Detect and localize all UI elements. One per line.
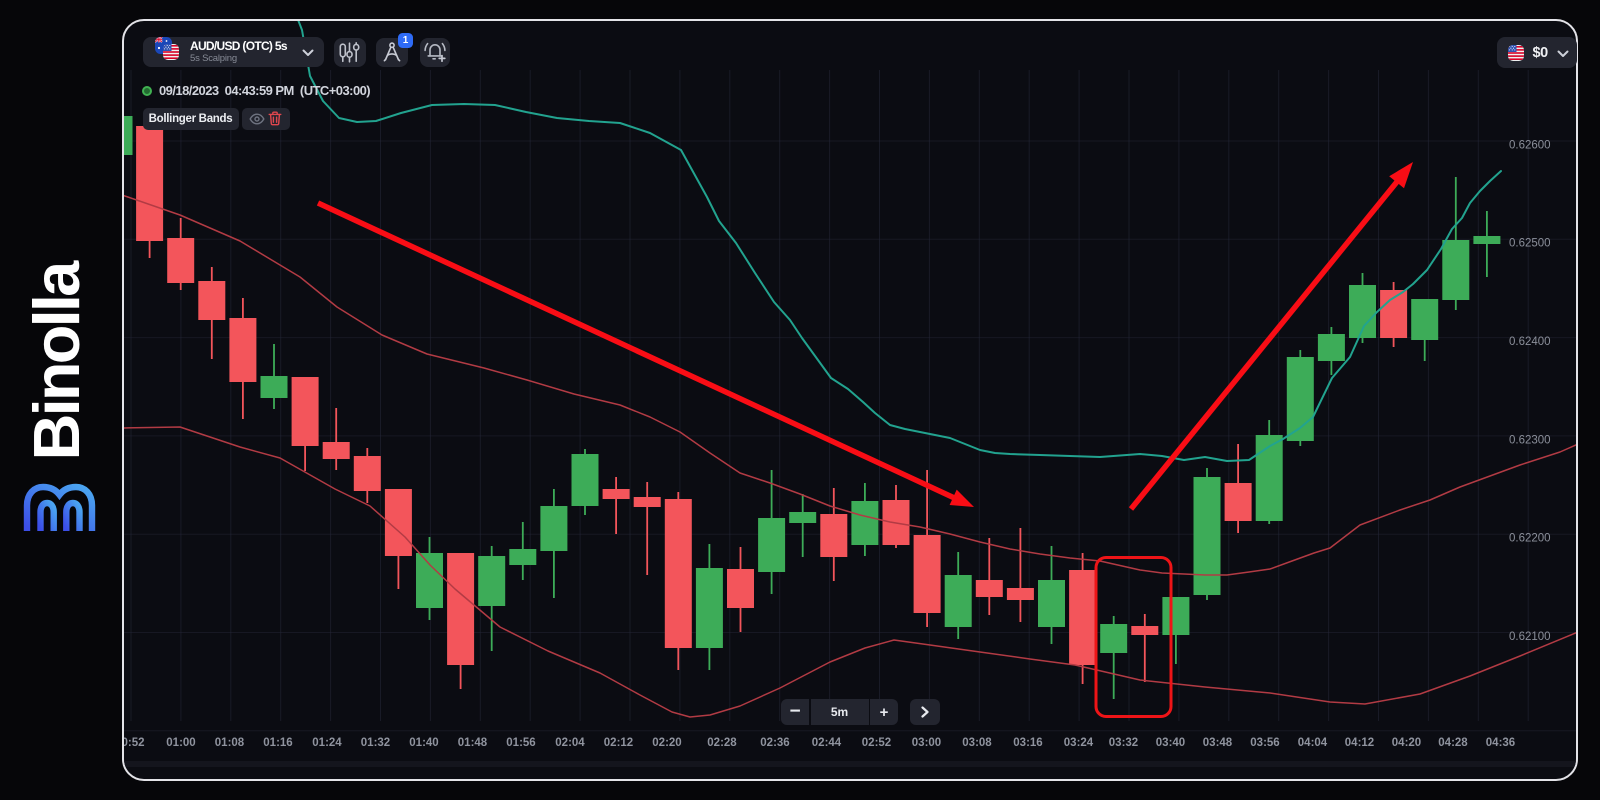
svg-text:04:04: 04:04: [1298, 737, 1328, 749]
svg-text:0:52: 0:52: [122, 737, 145, 749]
svg-text:03:48: 03:48: [1203, 737, 1233, 749]
svg-text:0.62400: 0.62400: [1509, 336, 1551, 348]
svg-text:03:32: 03:32: [1109, 737, 1138, 749]
svg-text:02:52: 02:52: [862, 737, 891, 749]
svg-text:04:36: 04:36: [1486, 737, 1515, 749]
svg-text:03:08: 03:08: [962, 737, 992, 749]
svg-text:01:08: 01:08: [215, 737, 245, 749]
svg-text:02:44: 02:44: [812, 737, 842, 749]
svg-text:02:36: 02:36: [760, 737, 789, 749]
svg-text:03:24: 03:24: [1064, 737, 1094, 749]
svg-text:04:20: 04:20: [1392, 737, 1421, 749]
svg-text:03:40: 03:40: [1156, 737, 1185, 749]
svg-text:01:40: 01:40: [409, 737, 438, 749]
svg-text:03:56: 03:56: [1250, 737, 1279, 749]
svg-text:02:20: 02:20: [652, 737, 681, 749]
svg-text:04:12: 04:12: [1345, 737, 1374, 749]
svg-text:0.62300: 0.62300: [1509, 434, 1551, 446]
svg-text:02:12: 02:12: [604, 737, 633, 749]
svg-text:02:28: 02:28: [707, 737, 737, 749]
svg-text:03:16: 03:16: [1013, 737, 1042, 749]
svg-text:0.62100: 0.62100: [1509, 631, 1551, 643]
svg-text:01:56: 01:56: [506, 737, 535, 749]
svg-text:01:48: 01:48: [458, 737, 488, 749]
svg-text:0.62600: 0.62600: [1509, 139, 1551, 151]
svg-text:01:00: 01:00: [166, 737, 195, 749]
svg-text:0.62200: 0.62200: [1509, 533, 1551, 545]
svg-text:04:28: 04:28: [1438, 737, 1468, 749]
svg-text:03:00: 03:00: [912, 737, 941, 749]
svg-text:01:32: 01:32: [361, 737, 390, 749]
svg-text:02:04: 02:04: [555, 737, 585, 749]
svg-text:01:16: 01:16: [263, 737, 292, 749]
svg-text:01:24: 01:24: [312, 737, 342, 749]
svg-text:0.62500: 0.62500: [1509, 238, 1551, 250]
